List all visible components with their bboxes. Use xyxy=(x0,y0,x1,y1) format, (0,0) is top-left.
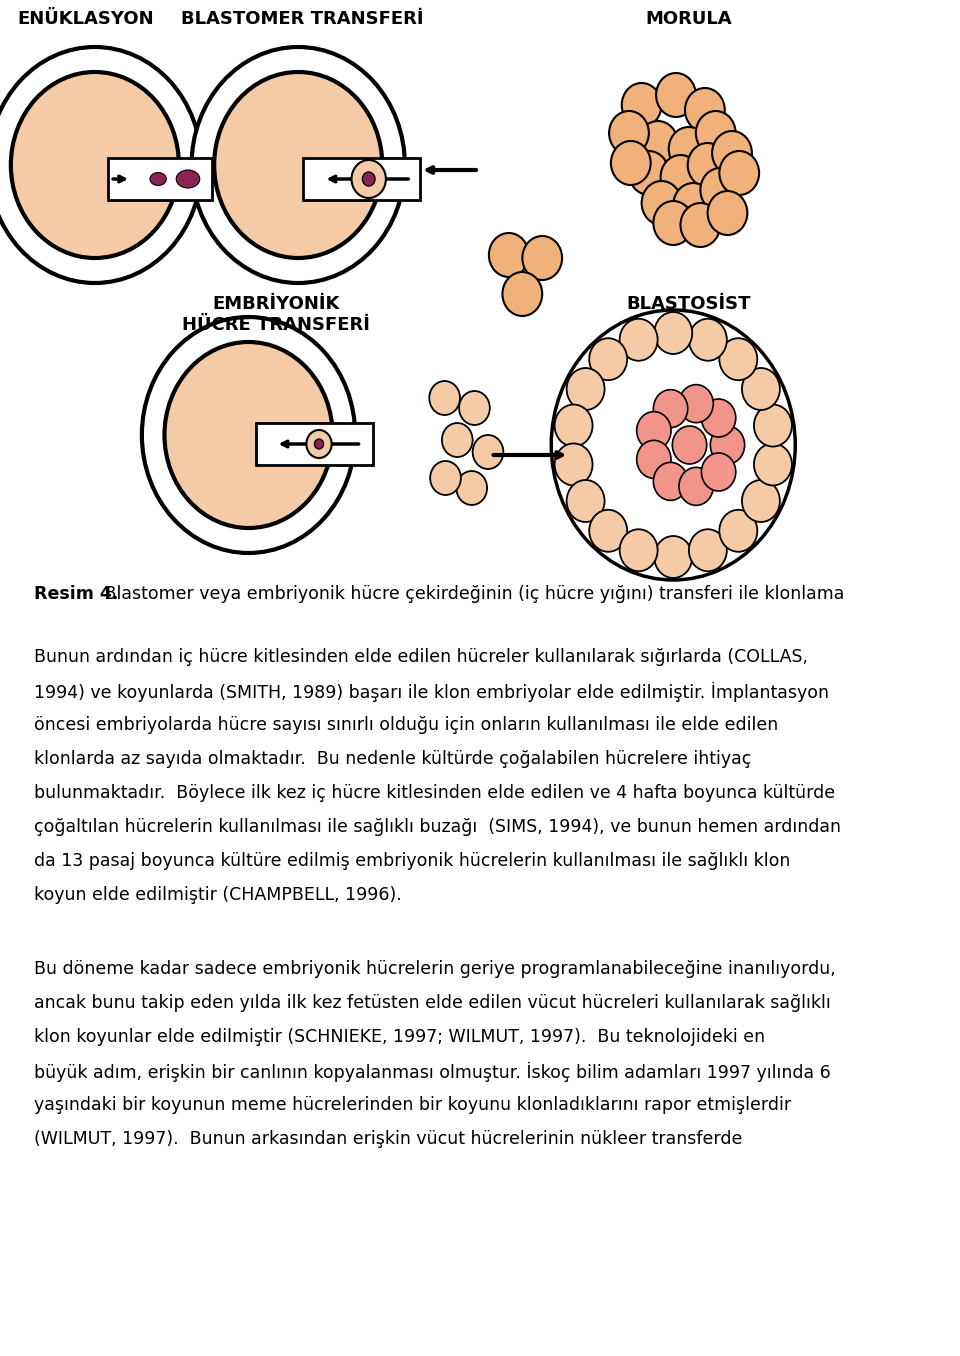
Text: ENÜKLASYON: ENÜKLASYON xyxy=(17,9,155,28)
Circle shape xyxy=(502,273,542,316)
Circle shape xyxy=(362,172,375,186)
Text: (WILMUT, 1997).  Bunun arkasından erişkin vücut hücrelerinin nükleer transferde: (WILMUT, 1997). Bunun arkasından erişkin… xyxy=(35,1130,743,1149)
Circle shape xyxy=(11,72,179,258)
Circle shape xyxy=(566,480,605,522)
Circle shape xyxy=(611,141,651,184)
Circle shape xyxy=(654,389,687,427)
Circle shape xyxy=(654,462,687,500)
Text: bulunmaktadır.  Böylece ilk kez iç hücre kitlesinden elde edilen ve 4 hafta boyu: bulunmaktadır. Böylece ilk kez iç hücre … xyxy=(35,784,835,801)
Text: Blastomer veya embriyonik hücre çekirdeğinin (iç hücre yığını) transferi ile klo: Blastomer veya embriyonik hücre çekirdeğ… xyxy=(100,584,845,603)
Circle shape xyxy=(636,412,671,450)
Text: yaşındaki bir koyunun meme hücrelerinden bir koyunu klonladıklarını rapor etmişl: yaşındaki bir koyunun meme hücrelerinden… xyxy=(35,1096,791,1115)
Circle shape xyxy=(459,391,490,424)
Text: EMBRİYONİK
HÜCRE TRANSFERİ: EMBRİYONİK HÜCRE TRANSFERİ xyxy=(181,296,370,334)
Circle shape xyxy=(742,367,780,410)
Circle shape xyxy=(654,201,693,245)
Circle shape xyxy=(702,399,735,437)
Circle shape xyxy=(489,233,529,277)
Circle shape xyxy=(660,155,701,199)
Text: büyük adım, erişkin bir canlının kopyalanması olmuştur. İskoç bilim adamları 199: büyük adım, erişkin bir canlının kopyala… xyxy=(35,1062,831,1082)
Circle shape xyxy=(589,338,627,380)
Circle shape xyxy=(0,47,202,283)
Circle shape xyxy=(522,236,563,279)
Circle shape xyxy=(742,480,780,522)
Text: BLASTOMER TRANSFERİ: BLASTOMER TRANSFERİ xyxy=(181,9,424,28)
Circle shape xyxy=(673,183,713,226)
Circle shape xyxy=(655,312,692,354)
Circle shape xyxy=(702,453,735,491)
Circle shape xyxy=(719,151,759,195)
Circle shape xyxy=(192,47,405,283)
Circle shape xyxy=(142,317,355,553)
Ellipse shape xyxy=(177,170,200,188)
Circle shape xyxy=(641,180,682,225)
Text: öncesi embriyolarda hücre sayısı sınırlı olduğu için onların kullanılması ile el: öncesi embriyolarda hücre sayısı sınırlı… xyxy=(35,716,779,734)
Bar xyxy=(302,159,420,199)
Circle shape xyxy=(719,510,757,552)
Circle shape xyxy=(589,510,627,552)
Circle shape xyxy=(689,529,727,571)
Text: Resim 4.: Resim 4. xyxy=(35,584,119,603)
Circle shape xyxy=(655,536,692,578)
Text: koyun elde edilmiştir (CHAMPBELL, 1996).: koyun elde edilmiştir (CHAMPBELL, 1996). xyxy=(35,885,402,904)
Circle shape xyxy=(629,151,669,195)
Circle shape xyxy=(669,127,708,171)
Circle shape xyxy=(679,385,713,423)
Text: çoğaltılan hücrelerin kullanılması ile sağlıklı buzağı  (SIMS, 1994), ve bunun h: çoğaltılan hücrelerin kullanılması ile s… xyxy=(35,818,841,837)
Circle shape xyxy=(609,111,649,155)
Circle shape xyxy=(719,338,757,380)
Circle shape xyxy=(442,423,472,457)
Circle shape xyxy=(687,142,728,187)
Ellipse shape xyxy=(150,172,166,186)
Circle shape xyxy=(696,111,735,155)
Circle shape xyxy=(689,319,727,361)
Circle shape xyxy=(754,443,792,485)
Circle shape xyxy=(701,168,740,212)
Circle shape xyxy=(656,73,696,117)
Circle shape xyxy=(754,404,792,446)
Circle shape xyxy=(619,529,658,571)
Text: BLASTOSİST: BLASTOSİST xyxy=(626,296,751,313)
Circle shape xyxy=(679,468,713,506)
Circle shape xyxy=(555,404,592,446)
Circle shape xyxy=(430,461,461,495)
Text: MORULA: MORULA xyxy=(645,9,732,28)
Circle shape xyxy=(456,471,487,504)
Bar xyxy=(108,159,212,199)
Circle shape xyxy=(555,443,592,485)
Circle shape xyxy=(681,203,720,247)
Text: Bu döneme kadar sadece embriyonik hücrelerin geriye programlanabileceğine inanıl: Bu döneme kadar sadece embriyonik hücrel… xyxy=(35,960,836,978)
Circle shape xyxy=(672,426,707,464)
Text: Bunun ardından iç hücre kitlesinden elde edilen hücreler kullanılarak sığırlarda: Bunun ardından iç hücre kitlesinden elde… xyxy=(35,648,808,666)
Circle shape xyxy=(566,367,605,410)
Circle shape xyxy=(472,435,503,469)
Circle shape xyxy=(685,88,725,132)
Circle shape xyxy=(622,83,661,127)
Bar xyxy=(255,423,373,465)
Circle shape xyxy=(315,439,324,449)
Circle shape xyxy=(636,441,671,479)
Circle shape xyxy=(429,381,460,415)
Circle shape xyxy=(638,121,678,165)
Text: ancak bunu takip eden yılda ilk kez fetüsten elde edilen vücut hücreleri kullanı: ancak bunu takip eden yılda ilk kez fetü… xyxy=(35,994,831,1012)
Circle shape xyxy=(351,160,386,198)
Circle shape xyxy=(306,430,331,458)
Circle shape xyxy=(708,191,747,235)
Text: klonlarda az sayıda olmaktadır.  Bu nedenle kültürde çoğalabilen hücrelere ihtiy: klonlarda az sayıda olmaktadır. Bu neden… xyxy=(35,750,752,767)
Circle shape xyxy=(710,426,745,464)
Text: da 13 pasaj boyunca kültüre edilmiş embriyonik hücrelerin kullanılması ile sağlı: da 13 pasaj boyunca kültüre edilmiş embr… xyxy=(35,852,791,871)
Circle shape xyxy=(214,72,382,258)
Text: klon koyunlar elde edilmiştir (SCHNIEKE, 1997; WILMUT, 1997).  Bu teknolojideki : klon koyunlar elde edilmiştir (SCHNIEKE,… xyxy=(35,1028,765,1045)
Circle shape xyxy=(712,132,752,175)
Circle shape xyxy=(619,319,658,361)
Circle shape xyxy=(164,342,332,527)
Text: 1994) ve koyunlarda (SMITH, 1989) başarı ile klon embriyolar elde edilmiştir. İm: 1994) ve koyunlarda (SMITH, 1989) başarı… xyxy=(35,682,829,702)
